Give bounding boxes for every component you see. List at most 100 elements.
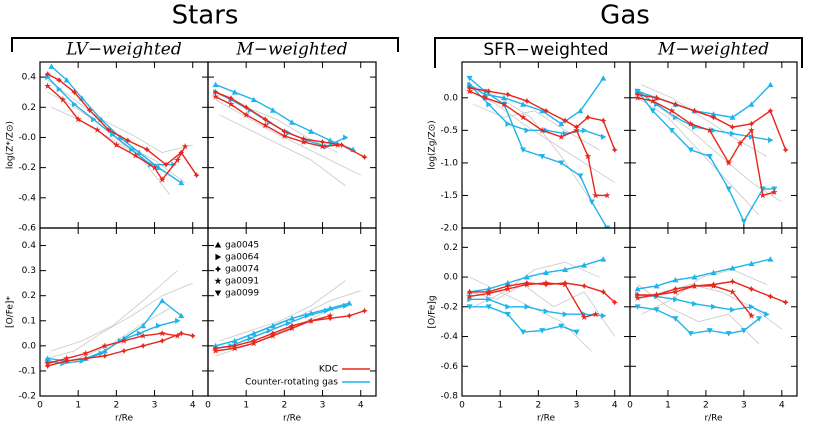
marker: [56, 86, 63, 93]
plot-area: [466, 256, 618, 352]
marker: [281, 128, 288, 135]
y-tick-label: 0.0: [22, 341, 37, 351]
marker: [231, 337, 238, 344]
marker: [584, 152, 592, 160]
marker: [140, 322, 147, 329]
marker: [687, 331, 694, 337]
marker: [711, 303, 717, 310]
marker: [653, 291, 660, 298]
background-line: [637, 284, 760, 345]
marker: [486, 296, 492, 303]
panel-title: M−weighted: [657, 40, 769, 60]
marker: [543, 107, 549, 114]
x-tick-label: 4: [612, 401, 618, 411]
marker: [673, 296, 679, 303]
marker: [672, 288, 679, 295]
panel: 0 1 2 3 4 r/Re ga0045 ga0064 ga0074 ga0091 ga0099 K…: [205, 227, 377, 424]
series-line: [215, 83, 354, 151]
marker: [543, 281, 549, 288]
marker: [653, 94, 660, 101]
plot-area: [212, 81, 368, 187]
series-line: [215, 302, 350, 347]
panel: M−weighted: [207, 40, 377, 229]
plot-area: [44, 63, 200, 196]
series-line: [47, 299, 182, 362]
marker: [748, 101, 755, 107]
marker: [193, 172, 200, 179]
x-tick-label: 2: [281, 401, 287, 411]
series-line: [47, 73, 198, 176]
y-tick-label: -2.0: [440, 224, 458, 234]
marker: [486, 101, 492, 108]
marker: [767, 81, 774, 88]
legend-marker: [214, 241, 222, 248]
series-line: [637, 306, 760, 335]
marker: [129, 146, 135, 153]
marker: [725, 159, 733, 166]
y-axis-label: log(Z*/Z⊙): [6, 121, 16, 169]
background-line: [219, 114, 346, 187]
marker: [558, 160, 565, 166]
marker: [736, 139, 744, 147]
x-tick-label: 1: [243, 401, 249, 411]
marker: [243, 104, 250, 111]
marker: [231, 344, 239, 352]
series-line: [469, 90, 608, 197]
series-line: [469, 282, 596, 319]
marker: [158, 329, 166, 337]
marker: [710, 114, 717, 121]
marker: [539, 107, 546, 114]
marker: [93, 126, 101, 133]
marker: [520, 147, 527, 153]
legend-label: ga0099: [225, 289, 259, 299]
background-line: [469, 276, 593, 352]
marker: [326, 312, 334, 319]
marker: [485, 88, 492, 95]
marker: [139, 332, 147, 339]
marker: [523, 98, 530, 105]
marker: [520, 101, 527, 107]
marker: [692, 124, 698, 131]
marker: [504, 285, 512, 292]
marker: [523, 280, 531, 288]
marker: [730, 130, 736, 137]
y-tick-label: 0.2: [22, 103, 36, 113]
marker: [539, 153, 546, 160]
marker: [485, 285, 492, 292]
marker: [729, 288, 736, 295]
marker: [304, 312, 311, 319]
x-tick-label: 2: [535, 401, 541, 411]
marker: [466, 75, 473, 82]
marker: [361, 307, 368, 314]
marker: [343, 134, 349, 141]
marker: [668, 107, 676, 114]
marker: [485, 289, 493, 297]
y-tick-label: 0.3: [22, 266, 36, 276]
marker: [538, 126, 546, 134]
group-title: Stars: [172, 1, 239, 31]
group-bracket: [11, 37, 399, 52]
legend-label: Counter-rotating gas: [245, 378, 338, 388]
marker: [174, 332, 181, 339]
series-line: [469, 306, 577, 333]
marker: [178, 330, 185, 337]
panel: 0 1 2 3 4 0.2 0.0 -0.2 -0.4 -0.6 -0.8 [O/Fe]g r/Re: [428, 227, 631, 424]
background-line: [641, 269, 767, 315]
marker: [280, 132, 288, 139]
y-tick-label: -0.4: [18, 193, 36, 203]
marker: [481, 94, 489, 101]
marker: [250, 330, 257, 336]
plot-area: [634, 256, 789, 345]
marker: [782, 146, 789, 153]
marker: [327, 315, 334, 322]
marker: [485, 304, 492, 310]
plot-area: [466, 75, 618, 228]
marker: [181, 142, 189, 150]
marker: [158, 176, 166, 183]
x-tick-label: 1: [75, 401, 81, 411]
marker: [466, 288, 473, 295]
marker: [110, 131, 116, 138]
group-bracket: [434, 37, 803, 68]
marker: [189, 332, 196, 339]
